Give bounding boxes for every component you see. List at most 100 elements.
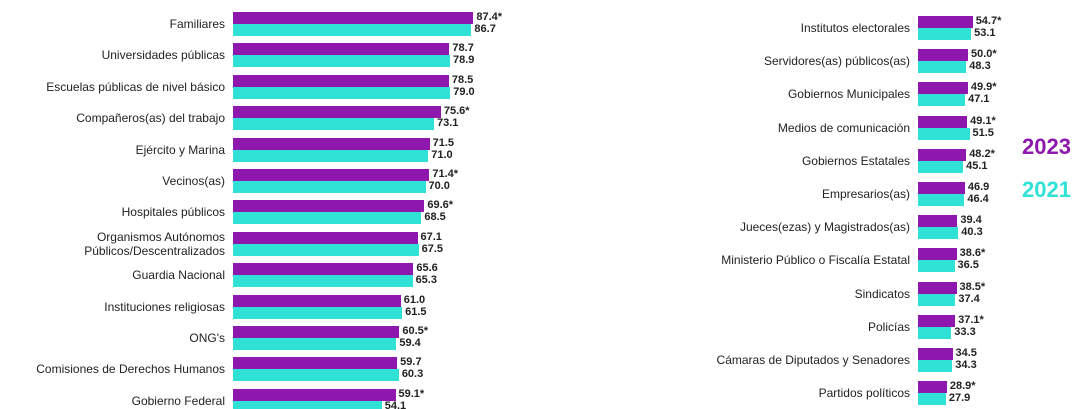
bar <box>233 369 399 382</box>
bar <box>233 263 414 276</box>
bar <box>233 338 397 350</box>
value-label: 37.1* <box>958 313 984 326</box>
value-label: 87.4* <box>476 11 503 23</box>
category-label: Compañeros(as) del trabajo <box>76 111 225 126</box>
category-label: Ministerio Público o Fiscalía Estatal <box>721 253 910 268</box>
value-label: 49.9* <box>970 81 997 94</box>
category-label: Servidores(as) públicos(as) <box>763 54 910 69</box>
value-label: 59.4 <box>399 337 421 349</box>
bar <box>233 118 435 131</box>
bar <box>918 314 956 327</box>
bar <box>233 357 398 370</box>
bar <box>233 275 413 288</box>
value-label: 46.4 <box>967 193 989 205</box>
bar <box>918 82 968 95</box>
value-label: 54.7* <box>975 15 1002 27</box>
value-label: 68.5 <box>424 211 446 224</box>
value-label: 37.4 <box>958 292 980 305</box>
bar <box>233 200 425 213</box>
value-label: 73.1 <box>437 117 459 130</box>
category-label: Cámaras de Diputados y Senadores <box>716 353 910 367</box>
category-label: Escuelas públicas de nivel básico <box>46 79 225 94</box>
value-label: 61.5 <box>405 305 427 318</box>
value-label: 50.0* <box>971 48 997 61</box>
category-label: Comisiones de Derechos Humanos <box>36 362 225 377</box>
bar <box>918 360 953 372</box>
bar <box>918 326 952 339</box>
bar <box>233 181 426 193</box>
category-label: Medios de comunicación <box>777 120 910 135</box>
legend-entry: 2021 <box>1022 177 1071 202</box>
value-label: 33.3 <box>954 325 976 338</box>
value-label: 71.0 <box>431 148 453 161</box>
value-label: 60.5* <box>402 325 429 337</box>
value-label: 46.9 <box>967 181 990 193</box>
value-label: 71.5 <box>432 136 455 149</box>
bar <box>918 281 957 294</box>
bar <box>233 24 472 36</box>
bar <box>918 49 968 62</box>
bar <box>918 393 946 406</box>
category-label: Gobiernos Municipales <box>787 87 910 102</box>
bar <box>233 294 401 307</box>
bar <box>918 115 968 128</box>
bar <box>233 12 474 24</box>
value-label: 34.3 <box>955 359 977 371</box>
value-label: 69.6* <box>427 199 454 212</box>
value-label: 59.1* <box>398 387 425 400</box>
legend-entry: 2023 <box>1022 134 1071 159</box>
category-label: Sindicatos <box>854 286 910 301</box>
value-label: 48.3 <box>969 60 991 73</box>
bar <box>233 231 418 244</box>
value-label: 65.6 <box>416 262 438 275</box>
bar <box>233 43 450 56</box>
value-label: 34.5 <box>955 347 977 359</box>
bar <box>918 215 958 228</box>
bar <box>918 381 947 394</box>
category-label: Guardia Nacional <box>132 268 225 283</box>
value-label: 75.6* <box>443 105 470 118</box>
value-label: 70.0 <box>428 180 450 192</box>
value-label: 54.1 <box>384 399 407 409</box>
value-label: 49.1* <box>970 114 996 127</box>
value-label: 61.0 <box>403 293 426 306</box>
value-label: 79.0 <box>453 85 475 98</box>
value-label: 51.5 <box>972 126 994 139</box>
category-label: Gobierno Federal <box>131 393 225 408</box>
bar <box>233 400 382 409</box>
bar <box>233 169 430 181</box>
value-label: 78.9 <box>452 54 475 67</box>
bar <box>233 137 430 150</box>
category-label: Ejército y Marina <box>135 142 225 157</box>
bar <box>918 260 955 273</box>
value-label: 28.9* <box>949 380 976 393</box>
category-label: Vecinos(as) <box>162 174 225 188</box>
bar <box>918 28 972 40</box>
value-label: 65.3 <box>415 274 437 287</box>
value-label: 27.9 <box>948 392 971 405</box>
bar <box>233 306 403 319</box>
bar <box>918 248 957 261</box>
value-label: 59.7 <box>400 356 422 369</box>
bar <box>918 127 970 140</box>
value-label: 78.5 <box>451 73 474 86</box>
bar <box>233 55 450 68</box>
category-label: Gobiernos Estatales <box>801 153 910 168</box>
bar <box>233 149 429 162</box>
bar <box>233 212 422 225</box>
bar <box>918 94 966 107</box>
category-label: ONG's <box>189 331 225 345</box>
bar <box>233 86 451 99</box>
category-label: Jueces(ezas) y Magistrados(as) <box>739 220 910 235</box>
category-label: Organismos Autónomos Públicos/Descentral… <box>84 229 225 258</box>
value-label: 86.7 <box>474 23 496 35</box>
category-label: Partidos políticos <box>818 386 910 401</box>
bar <box>918 293 956 306</box>
bar <box>918 182 965 194</box>
value-label: 39.4 <box>960 214 982 227</box>
bar <box>233 74 449 87</box>
bar <box>918 61 967 74</box>
value-label: 53.1 <box>974 27 996 39</box>
bar <box>233 243 419 256</box>
